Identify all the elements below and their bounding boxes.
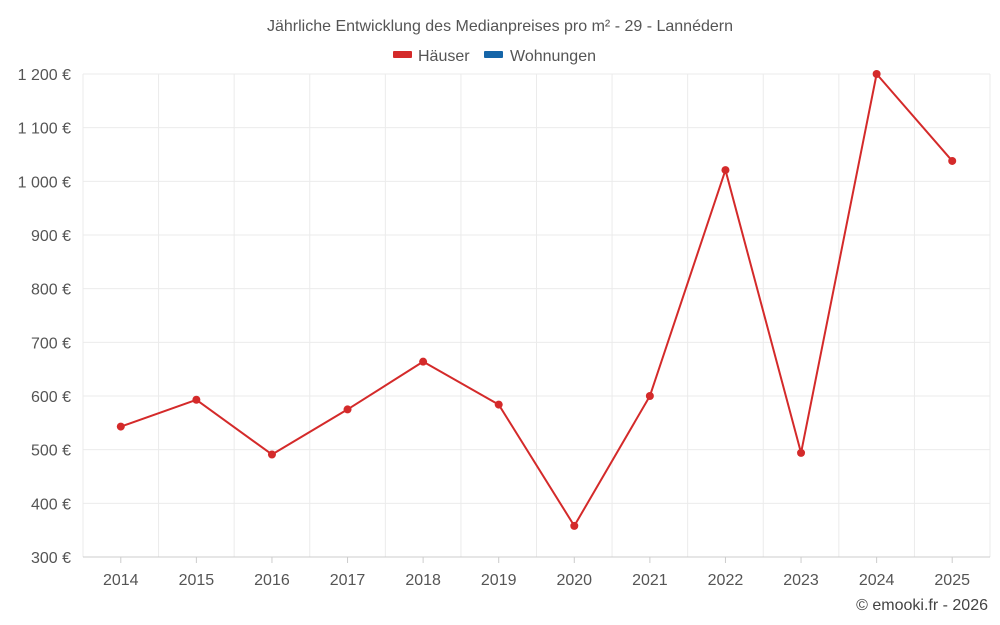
y-tick-label: 900 € xyxy=(31,228,71,245)
credit-text: © emooki.fr - 2026 xyxy=(856,597,988,614)
x-tick-label: 2017 xyxy=(330,572,366,589)
x-tick-label: 2021 xyxy=(632,572,668,589)
data-point-2018[interactable] xyxy=(419,357,428,366)
x-tick-label: 2020 xyxy=(556,572,592,589)
data-point-2025[interactable] xyxy=(948,156,957,165)
legend-label-haeuser: Häuser xyxy=(418,48,470,65)
series-line xyxy=(120,73,953,527)
data-point-2020[interactable] xyxy=(570,521,579,530)
legend-swatch-wohnungen xyxy=(484,51,503,58)
data-point-2019[interactable] xyxy=(494,400,503,409)
data-point-2017[interactable] xyxy=(343,405,352,414)
legend-item-haeuser[interactable]: Häuser xyxy=(393,48,470,65)
legend: Häuser Wohnungen xyxy=(393,48,596,65)
legend-item-wohnungen[interactable]: Wohnungen xyxy=(484,48,596,65)
x-axis: 2014 2015 2016 2017 2018 2019 2020 2021 2022 2023… xyxy=(83,556,990,589)
grid xyxy=(82,73,991,557)
series-haeuser xyxy=(116,70,957,530)
y-tick-label: 300 € xyxy=(31,550,71,567)
data-point-2024[interactable] xyxy=(872,70,881,78)
data-point-2016[interactable] xyxy=(267,450,276,459)
x-tick-label: 2016 xyxy=(254,572,290,589)
data-point-2021[interactable] xyxy=(645,392,654,400)
legend-label-wohnungen: Wohnungen xyxy=(510,48,596,65)
x-tick-label: 2025 xyxy=(934,572,970,589)
x-tick-label: 2022 xyxy=(708,572,744,589)
y-tick-label: 500 € xyxy=(31,443,71,460)
y-tick-label: 400 € xyxy=(31,496,71,513)
y-tick-label: 1 100 € xyxy=(18,121,71,138)
y-tick-label: 1 200 € xyxy=(18,67,71,84)
data-point-2014[interactable] xyxy=(116,422,125,431)
data-point-2023[interactable] xyxy=(797,448,806,457)
data-point-2015[interactable] xyxy=(192,395,201,404)
chart-title: Jährliche Entwicklung des Medianpreises … xyxy=(267,18,733,35)
y-tick-label: 1 000 € xyxy=(18,174,71,191)
legend-swatch-haeuser xyxy=(393,51,412,58)
y-tick-label: 800 € xyxy=(31,282,71,299)
y-tick-label: 700 € xyxy=(31,335,71,352)
x-tick-label: 2018 xyxy=(405,572,441,589)
x-tick-label: 2019 xyxy=(481,572,517,589)
y-tick-label: 600 € xyxy=(31,389,71,406)
x-tick-label: 2023 xyxy=(783,572,819,589)
x-tick-label: 2014 xyxy=(103,572,139,589)
x-tick-label: 2015 xyxy=(179,572,215,589)
x-tick-label: 2024 xyxy=(859,572,895,589)
data-point-2022[interactable] xyxy=(721,166,730,175)
y-axis: 300 € 400 € 500 € 600 € 700 € 800 € 900 € 1 000… xyxy=(18,67,71,567)
